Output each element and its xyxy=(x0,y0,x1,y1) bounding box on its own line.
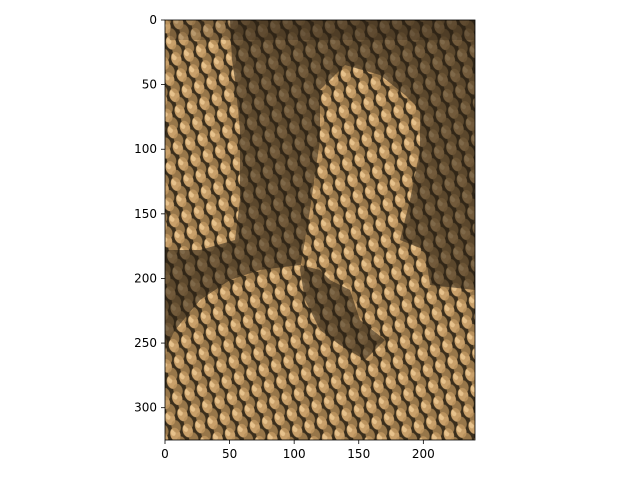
y-tick-label: 200 xyxy=(134,271,157,285)
plot-frame xyxy=(164,19,476,441)
y-tick-label: 150 xyxy=(134,207,157,221)
x-tick-label: 0 xyxy=(161,447,169,461)
dark-silhouette xyxy=(165,20,475,360)
plot-area xyxy=(165,20,475,440)
x-tick-label: 100 xyxy=(283,447,306,461)
y-tick-label: 250 xyxy=(134,336,157,350)
x-axis: 0 50 100 150 200 xyxy=(161,440,435,461)
y-tick-label: 300 xyxy=(134,401,157,415)
x-tick-label: 150 xyxy=(347,447,370,461)
y-tick-label: 100 xyxy=(134,142,157,156)
x-tick-label: 200 xyxy=(412,447,435,461)
y-axis: 0 50 100 150 200 250 300 xyxy=(134,13,165,415)
shade-top xyxy=(170,20,475,40)
y-tick-label: 50 xyxy=(142,78,157,92)
x-tick-label: 50 xyxy=(222,447,237,461)
y-tick-label: 0 xyxy=(149,13,157,27)
